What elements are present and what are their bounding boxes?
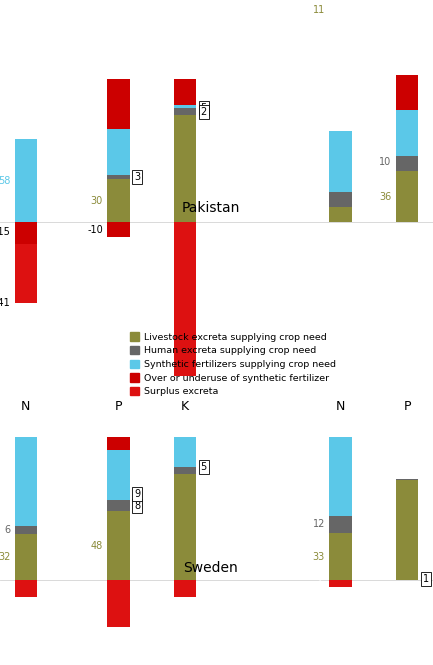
Bar <box>107 79 129 129</box>
Bar <box>330 515 352 533</box>
Bar <box>396 110 418 156</box>
Text: 36: 36 <box>379 192 391 201</box>
Bar <box>174 105 196 108</box>
Bar <box>330 580 352 587</box>
Text: 2: 2 <box>200 107 207 117</box>
Text: -10: -10 <box>87 225 103 235</box>
Bar <box>107 129 129 175</box>
Bar <box>330 438 352 515</box>
Text: P: P <box>115 400 122 412</box>
Bar <box>174 438 196 467</box>
Bar <box>15 534 37 580</box>
Text: Sweden: Sweden <box>184 561 238 575</box>
Text: 48: 48 <box>90 541 103 551</box>
Bar <box>15 525 37 534</box>
Text: 58: 58 <box>0 176 10 186</box>
Text: 70: 70 <box>379 525 391 535</box>
Text: 6: 6 <box>4 525 10 535</box>
Text: 43: 43 <box>313 188 325 198</box>
Bar <box>174 467 196 474</box>
Bar <box>396 74 418 110</box>
Text: N: N <box>21 400 31 412</box>
Text: 25: 25 <box>379 96 391 106</box>
Bar <box>330 192 352 207</box>
Text: 9: 9 <box>134 489 140 499</box>
Bar <box>174 108 196 115</box>
Text: K: K <box>181 400 189 412</box>
Bar <box>396 156 418 171</box>
Text: 74: 74 <box>157 522 169 532</box>
Text: -5: -5 <box>315 577 325 587</box>
Bar <box>15 139 37 222</box>
Bar <box>396 171 418 222</box>
Bar <box>15 438 37 525</box>
Text: -12: -12 <box>0 583 10 593</box>
Text: P: P <box>404 400 411 412</box>
Bar <box>107 175 129 180</box>
Text: 32: 32 <box>90 152 103 162</box>
Legend: Livestock excreta supplying crop need, Human excreta supplying crop need, Synthe: Livestock excreta supplying crop need, H… <box>126 329 339 400</box>
Text: -33: -33 <box>87 597 103 607</box>
Text: 1: 1 <box>423 574 429 584</box>
Bar <box>107 580 129 626</box>
Text: 33: 33 <box>313 552 325 562</box>
Bar <box>174 222 196 376</box>
Bar <box>174 115 196 222</box>
Bar <box>396 480 418 580</box>
Text: -15: -15 <box>0 227 10 237</box>
Bar <box>330 130 352 192</box>
Text: 10: 10 <box>313 134 325 144</box>
Text: 35: 35 <box>90 100 103 110</box>
Text: 18: 18 <box>157 84 169 94</box>
Bar <box>15 222 37 244</box>
Text: 62: 62 <box>0 477 10 487</box>
Text: 32: 32 <box>379 130 391 140</box>
Bar <box>107 450 129 500</box>
Text: Pakistan: Pakistan <box>182 201 240 215</box>
Text: 32: 32 <box>0 552 10 562</box>
Bar <box>15 244 37 303</box>
Text: 5: 5 <box>200 462 207 472</box>
Text: 30: 30 <box>90 196 103 206</box>
Text: 55: 55 <box>313 472 325 482</box>
Text: N: N <box>336 400 345 412</box>
Bar <box>174 79 196 105</box>
Bar <box>107 180 129 222</box>
Text: 3: 3 <box>134 172 140 182</box>
Bar <box>330 533 352 580</box>
Text: 21: 21 <box>157 448 169 458</box>
Bar <box>107 222 129 237</box>
Bar <box>15 580 37 597</box>
Bar <box>107 438 129 450</box>
Text: -107: -107 <box>148 293 169 303</box>
Text: 5: 5 <box>200 102 207 112</box>
Text: -41: -41 <box>0 298 10 308</box>
Text: 10: 10 <box>379 157 391 167</box>
Bar <box>107 500 129 511</box>
Text: 12: 12 <box>313 519 325 529</box>
Text: 8: 8 <box>134 501 140 511</box>
Text: 75: 75 <box>157 164 169 174</box>
Bar <box>174 474 196 580</box>
Bar <box>174 580 196 597</box>
Text: 35: 35 <box>90 485 103 495</box>
Bar <box>330 207 352 222</box>
Text: 11: 11 <box>313 5 325 15</box>
Bar <box>396 479 418 480</box>
Bar <box>107 511 129 580</box>
